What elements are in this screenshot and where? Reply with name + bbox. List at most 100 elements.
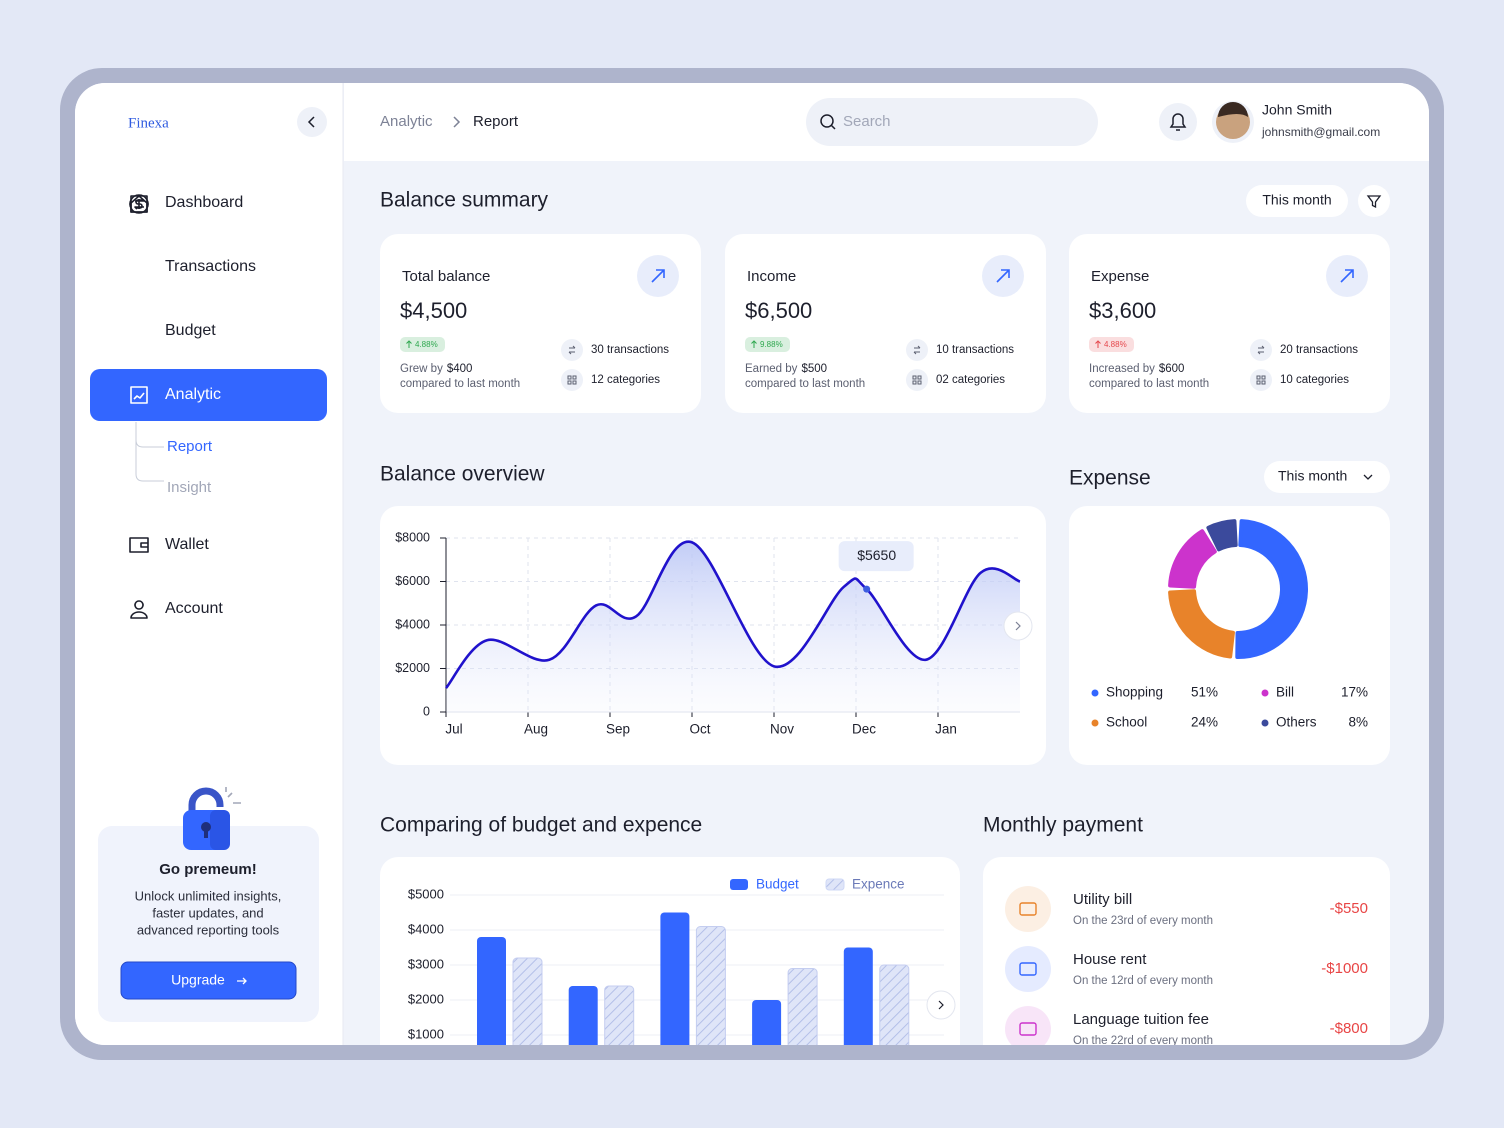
- legend-value: 51%: [1191, 685, 1218, 700]
- y-tick-label: $4000: [408, 921, 444, 936]
- nav-icon: [129, 194, 149, 214]
- donut-segment: [1235, 519, 1308, 659]
- bar: [879, 964, 910, 1045]
- stat-icon-bg: [906, 339, 928, 361]
- note-prefix: Increased by: [1089, 363, 1155, 375]
- user-name: John Smith: [1262, 102, 1332, 118]
- filter-icon: [1366, 195, 1382, 209]
- legend-label: Expence: [852, 877, 905, 892]
- nav-item[interactable]: Account: [165, 600, 223, 617]
- payment-subtitle: On the 12rd of every month: [1073, 975, 1213, 987]
- stat-icon-bg: [561, 369, 583, 391]
- stat-text: 12 categories: [591, 374, 660, 386]
- nav-item[interactable]: Dashboard: [165, 194, 243, 211]
- legend-label: Shopping: [1106, 685, 1163, 700]
- stat-icon: [568, 345, 576, 355]
- search-box[interactable]: [806, 98, 1098, 146]
- promo-title: Go premeum!: [159, 861, 257, 878]
- legend-label: Bill: [1276, 685, 1294, 700]
- breadcrumb-item[interactable]: Analytic: [380, 113, 433, 130]
- promo-text: Unlock unlimited insights,: [135, 888, 282, 903]
- stat-icon: [1256, 375, 1266, 385]
- period-label[interactable]: This month: [1262, 192, 1331, 208]
- payment-amount: -$1000: [1321, 960, 1368, 977]
- stat-icon-bg: [1250, 339, 1272, 361]
- legend-swatch: [730, 879, 748, 890]
- card-link-arrow: [1340, 269, 1354, 283]
- nav-icon: [130, 386, 148, 404]
- legend-label: Budget: [756, 877, 799, 892]
- stat-icon-bg: [1250, 369, 1272, 391]
- card-amount: $4,500: [400, 298, 467, 323]
- lock-body-shade: [210, 810, 230, 850]
- highlight-point: [863, 585, 871, 593]
- x-tick-label: Nov: [770, 722, 794, 737]
- notification-button[interactable]: [1159, 103, 1197, 141]
- stat-text: 20 transactions: [1280, 344, 1358, 356]
- payment-subtitle: On the 22rd of every month: [1073, 1035, 1213, 1045]
- stat-icon: [913, 345, 921, 355]
- legend-value: 17%: [1341, 685, 1368, 700]
- collapse-button[interactable]: [297, 107, 327, 137]
- nav-item[interactable]: Analytic: [165, 386, 221, 403]
- section-title: Comparing of budget and expence: [380, 814, 702, 837]
- change-value: 4.88%: [1104, 340, 1127, 349]
- legend-dot: [1091, 689, 1099, 697]
- change-value: 4.88%: [415, 340, 438, 349]
- payment-subtitle: On the 23rd of every month: [1073, 915, 1213, 927]
- payment-icon-bg: [1005, 1006, 1051, 1045]
- bar: [752, 1000, 782, 1045]
- period-label[interactable]: This month: [1278, 468, 1347, 484]
- legend-value: 24%: [1191, 715, 1218, 730]
- nav-item-active-bg[interactable]: [90, 369, 327, 421]
- stat-icon: [912, 375, 922, 385]
- change-badge: [745, 337, 790, 352]
- x-tick-label: Aug: [524, 722, 548, 737]
- search-placeholder: Search: [843, 113, 891, 130]
- period-selector[interactable]: [1246, 185, 1348, 217]
- breadcrumb-current: Report: [473, 113, 519, 130]
- subnav-item[interactable]: Insight: [167, 479, 212, 496]
- nav-item[interactable]: Wallet: [165, 536, 209, 553]
- upgrade-button[interactable]: [120, 961, 297, 1000]
- user-email: johnsmith@gmail.com: [1261, 125, 1380, 139]
- scroll-button[interactable]: [1003, 611, 1033, 641]
- y-tick-label: $8000: [395, 530, 430, 544]
- change-arrow: [1095, 340, 1101, 348]
- filter-button[interactable]: [1358, 185, 1390, 217]
- nav-icon: [130, 600, 148, 619]
- avatar-hair: [1218, 102, 1248, 117]
- summary-card: [380, 234, 701, 413]
- card-link-arrow: [651, 269, 665, 283]
- payment-amount: -$550: [1330, 900, 1368, 917]
- change-badge: [1089, 337, 1134, 352]
- stat-icon-bg: [561, 339, 583, 361]
- subnav-tree: [135, 422, 164, 482]
- breadcrumb-separator: [453, 116, 461, 128]
- nav-item[interactable]: Transactions: [165, 258, 256, 275]
- lock-sparkle: [225, 787, 241, 804]
- bell-icon: [1169, 113, 1187, 131]
- subnav-item-active[interactable]: Report: [167, 438, 213, 455]
- bar: [512, 957, 543, 1045]
- app-canvas: Finexa Dashboard Transactions Budget Analyti…: [75, 83, 1429, 1045]
- nav-icon: [129, 537, 149, 553]
- legend-label: Others: [1276, 715, 1317, 730]
- period-selector[interactable]: [1264, 461, 1390, 493]
- y-tick-label: $6000: [395, 574, 430, 588]
- x-tick-label: Jul: [445, 722, 462, 737]
- change-arrow: [751, 340, 757, 348]
- nav-item[interactable]: Budget: [165, 322, 216, 339]
- scroll-button[interactable]: [926, 990, 956, 1020]
- note-prefix: Grew by: [400, 363, 443, 375]
- y-tick-label: $3000: [408, 956, 444, 971]
- x-tick-label: Oct: [689, 722, 710, 737]
- stat-icon: [1257, 345, 1265, 355]
- card-title: Total balance: [402, 268, 490, 285]
- scroll-icon: [938, 1000, 944, 1010]
- upgrade-label[interactable]: Upgrade: [171, 972, 225, 988]
- payment-icon: [1019, 962, 1037, 976]
- donut-segment: [1206, 519, 1238, 552]
- upgrade-arrow: [237, 977, 247, 985]
